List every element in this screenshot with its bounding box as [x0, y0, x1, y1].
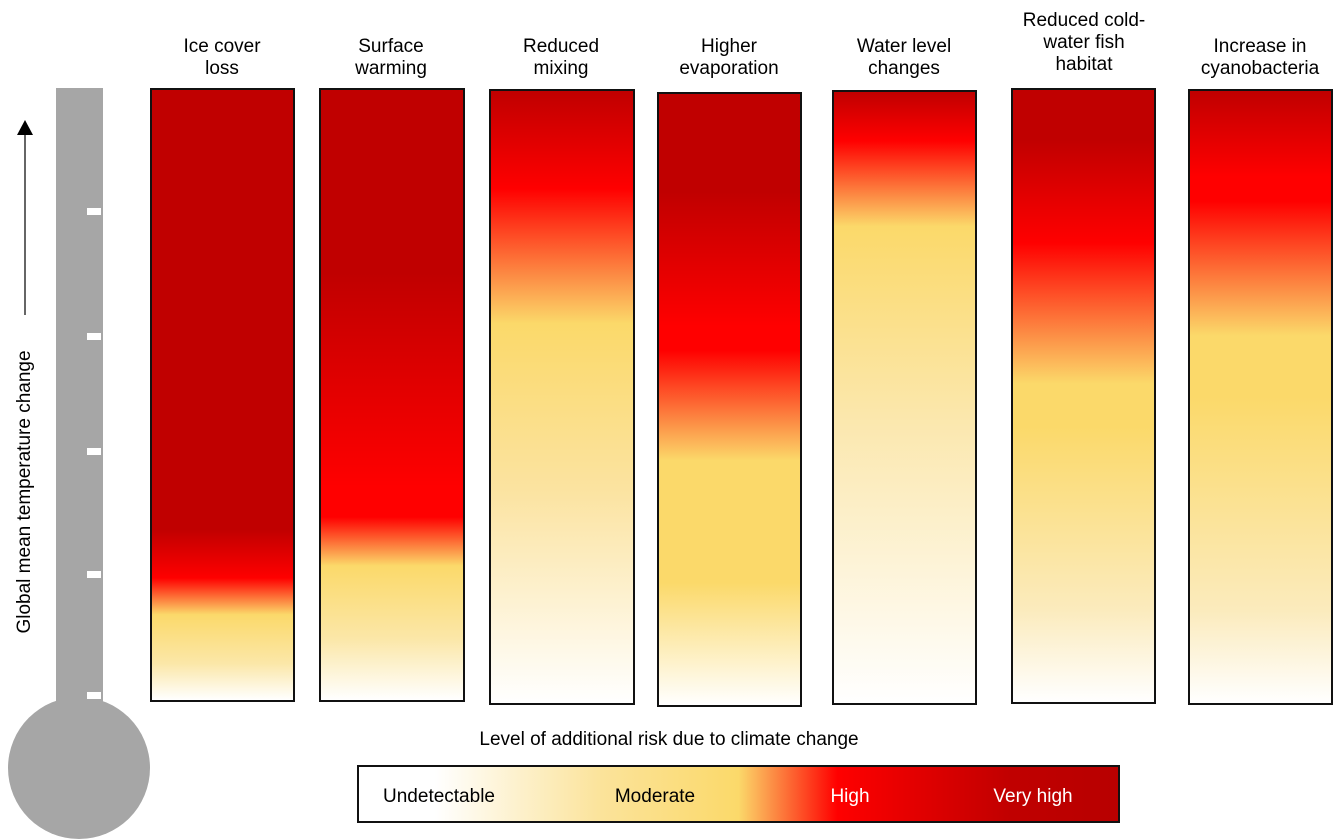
column-title-reduced-mixing: Reduced mixing	[522, 36, 600, 79]
risk-bar-surface-warming	[319, 88, 465, 702]
column-title-water-level-changes: Water level changes	[856, 36, 952, 79]
column-title-reduced-cold-water-fish-habitat: Reduced cold- water fish habitat	[1022, 10, 1146, 75]
risk-bar-reduced-mixing	[489, 89, 635, 705]
column-title-surface-warming: Surface warming	[355, 36, 427, 79]
legend-label-high: High	[830, 786, 870, 807]
axis-arrow-line	[24, 135, 26, 315]
column-title-ice-cover-loss: Ice cover loss	[183, 36, 261, 79]
legend-label-undetectable: Undetectable	[383, 786, 495, 807]
risk-bar-higher-evaporation	[657, 92, 802, 707]
thermometer-tick	[87, 448, 101, 455]
legend-label-moderate: Moderate	[614, 786, 696, 807]
thermometer-tick	[87, 208, 101, 215]
column-title-higher-evaporation: Higher evaporation	[679, 36, 779, 79]
axis-arrow-up-icon	[17, 120, 33, 135]
thermometer-stem	[56, 88, 103, 728]
legend-color-scale	[357, 765, 1120, 823]
thermometer-tick	[87, 571, 101, 578]
risk-bar-reduced-cold-water-fish-habitat	[1011, 88, 1156, 704]
legend-title: Level of additional risk due to climate …	[479, 729, 859, 750]
risk-bar-water-level-changes	[832, 90, 977, 705]
column-title-increase-in-cyanobacteria: Increase in cyanobacteria	[1200, 36, 1320, 79]
thermometer-tick	[87, 692, 101, 699]
thermometer-bulb	[8, 697, 150, 839]
axis-label: Global mean temperature change	[14, 350, 35, 634]
risk-bar-ice-cover-loss	[150, 88, 295, 702]
legend-label-very-high: Very high	[993, 786, 1073, 807]
thermometer-tick	[87, 333, 101, 340]
risk-bar-increase-in-cyanobacteria	[1188, 89, 1333, 705]
